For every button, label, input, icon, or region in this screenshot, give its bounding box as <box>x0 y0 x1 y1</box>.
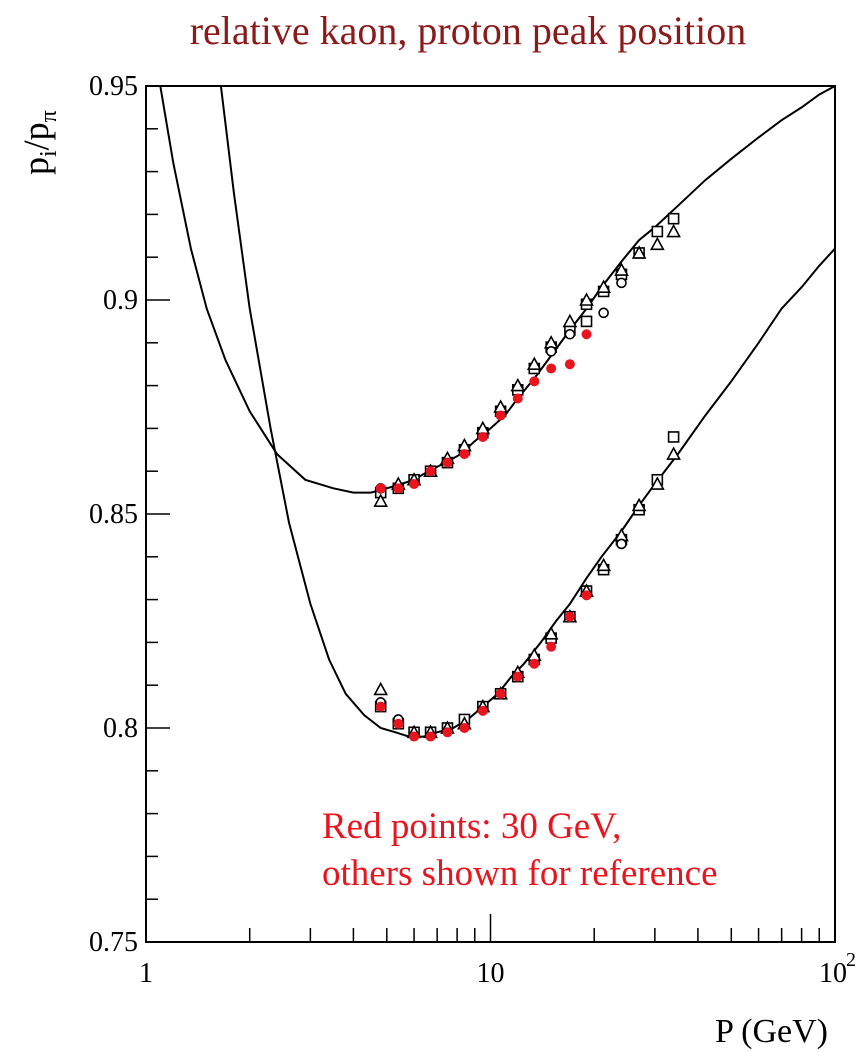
marker-triangle-proton <box>373 681 389 696</box>
red-point-proton <box>546 641 557 652</box>
marker-square-kaon <box>651 225 664 238</box>
marker-square-kaon <box>667 212 680 225</box>
marker-circle-kaon <box>545 346 557 357</box>
marker-triangle-kaon <box>510 377 526 392</box>
red-point-kaon <box>459 449 470 460</box>
y-tick-label: 0.85 <box>89 499 138 530</box>
chart-title: relative kaon, proton peak position <box>190 8 747 53</box>
marker-triangle-kaon <box>373 493 389 507</box>
annotation-line-2: others shown for reference <box>322 853 718 894</box>
marker-square-proton <box>667 431 680 443</box>
marker-circle-kaon <box>598 307 609 319</box>
marker-triangle-kaon <box>666 223 681 238</box>
marker-triangle-proton <box>631 497 647 512</box>
red-point-proton <box>409 731 420 742</box>
marker-circle-kaon <box>564 328 576 340</box>
red-point-kaon <box>512 393 523 404</box>
red-point-proton <box>495 688 506 699</box>
red-point-proton <box>393 718 404 729</box>
fit-curves <box>159 86 835 738</box>
red-point-proton <box>564 611 575 622</box>
red-point-kaon <box>393 483 404 494</box>
red-point-kaon <box>564 359 575 370</box>
red-point-proton <box>442 727 453 738</box>
marker-triangle-kaon <box>596 279 611 293</box>
y-axis-label-sub-i: i <box>36 150 62 157</box>
y-axis-label-main: p <box>16 157 56 175</box>
red-point-proton <box>375 701 386 712</box>
red-point-proton <box>529 658 540 669</box>
marker-triangle-proton <box>543 626 559 640</box>
red-point-kaon <box>409 479 420 490</box>
fit-curve-kaon <box>159 86 835 494</box>
data-markers <box>373 212 681 742</box>
x-tick-label: 1 <box>139 958 153 989</box>
marker-circle-kaon <box>616 277 627 289</box>
marker-circle-proton <box>616 538 627 550</box>
marker-triangle-proton <box>596 557 611 572</box>
red-point-proton <box>512 671 523 682</box>
x-tick-exponent: 2 <box>846 949 856 971</box>
red-point-kaon <box>546 363 557 374</box>
red-point-proton <box>581 590 592 601</box>
red-point-kaon <box>375 483 386 494</box>
marker-triangle-kaon <box>614 262 629 276</box>
marker-square-kaon <box>580 315 593 328</box>
marker-triangle-kaon <box>631 245 647 259</box>
y-axis-label-slash: / <box>16 140 56 150</box>
red-point-kaon <box>581 329 592 340</box>
marker-triangle-kaon <box>649 236 665 251</box>
y-axis-label-main-2: p <box>16 122 56 140</box>
y-tick-label: 0.9 <box>103 285 138 316</box>
red-point-proton <box>425 731 436 742</box>
marker-triangle-kaon <box>526 356 542 371</box>
x-axis-label: P (GeV) <box>715 1013 828 1050</box>
marker-triangle-proton <box>666 446 681 460</box>
red-point-kaon <box>477 431 488 442</box>
red-point-kaon <box>495 410 506 421</box>
marker-triangle-kaon <box>579 292 594 306</box>
marker-triangle-proton <box>649 476 665 490</box>
x-tick-label: 10 <box>477 958 505 989</box>
marker-triangle-kaon <box>562 313 578 328</box>
fit-curve-proton <box>219 86 835 738</box>
axis-ticks <box>145 85 836 943</box>
y-tick-label: 0.75 <box>89 927 138 958</box>
y-tick-label: 0.8 <box>103 713 138 744</box>
red-point-proton <box>477 705 488 716</box>
x-tick-label: 10 <box>819 958 847 989</box>
red-point-proton <box>459 723 470 733</box>
y-tick-label: 0.95 <box>89 71 138 102</box>
annotation-line-1: Red points: 30 GeV, <box>322 806 621 847</box>
red-point-kaon <box>442 457 453 468</box>
y-axis-label-sub-pi: π <box>36 110 62 122</box>
red-point-kaon <box>425 466 436 477</box>
tick-labels: 0.750.80.850.90.951 10 10 2 <box>89 71 856 989</box>
y-axis-label: pi/pπ <box>16 110 62 175</box>
red-point-kaon <box>529 376 540 387</box>
